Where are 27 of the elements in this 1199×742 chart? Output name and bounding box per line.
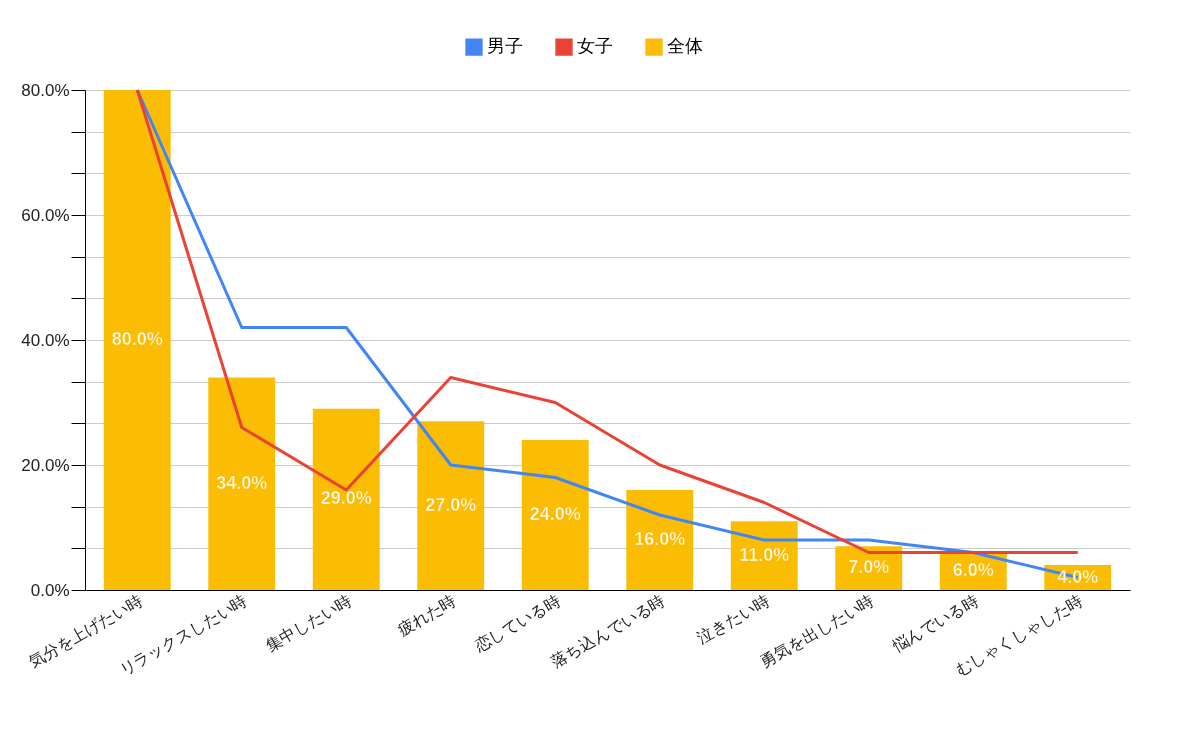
y-tick-label: 40.0% — [21, 330, 70, 350]
data-label: 80.0% — [111, 329, 163, 349]
bar — [312, 408, 380, 590]
legend-label: 男子 — [487, 36, 523, 57]
y-tick-label: 60.0% — [21, 205, 70, 225]
data-label: 16.0% — [634, 529, 686, 549]
legend-label: 全体 — [667, 36, 703, 57]
data-label: 29.0% — [320, 488, 372, 509]
x-tick-label: 疲れた時 — [394, 591, 459, 639]
bar — [521, 440, 589, 590]
bar — [208, 377, 276, 590]
bar — [103, 90, 171, 590]
y-tick-label: 0.0% — [30, 580, 70, 600]
y-tick-label: 80.0% — [21, 80, 70, 100]
data-label: 11.0% — [739, 544, 790, 565]
legend-label: 女子 — [577, 36, 613, 57]
data-label: 24.0% — [529, 504, 581, 524]
x-tick-label: 悩んでいる時 — [888, 591, 982, 655]
data-label: 34.0% — [216, 472, 268, 493]
y-tick-label: 20.0% — [21, 455, 70, 475]
data-label: 4.0% — [1057, 566, 1099, 587]
x-tick-label: 泣きたい時 — [694, 591, 773, 647]
bar — [417, 421, 485, 590]
data-label: 7.0% — [848, 557, 890, 578]
data-label: 6.0% — [952, 560, 994, 581]
data-label: 27.0% — [425, 494, 477, 515]
x-tick-label: 集中したい時 — [262, 591, 355, 655]
